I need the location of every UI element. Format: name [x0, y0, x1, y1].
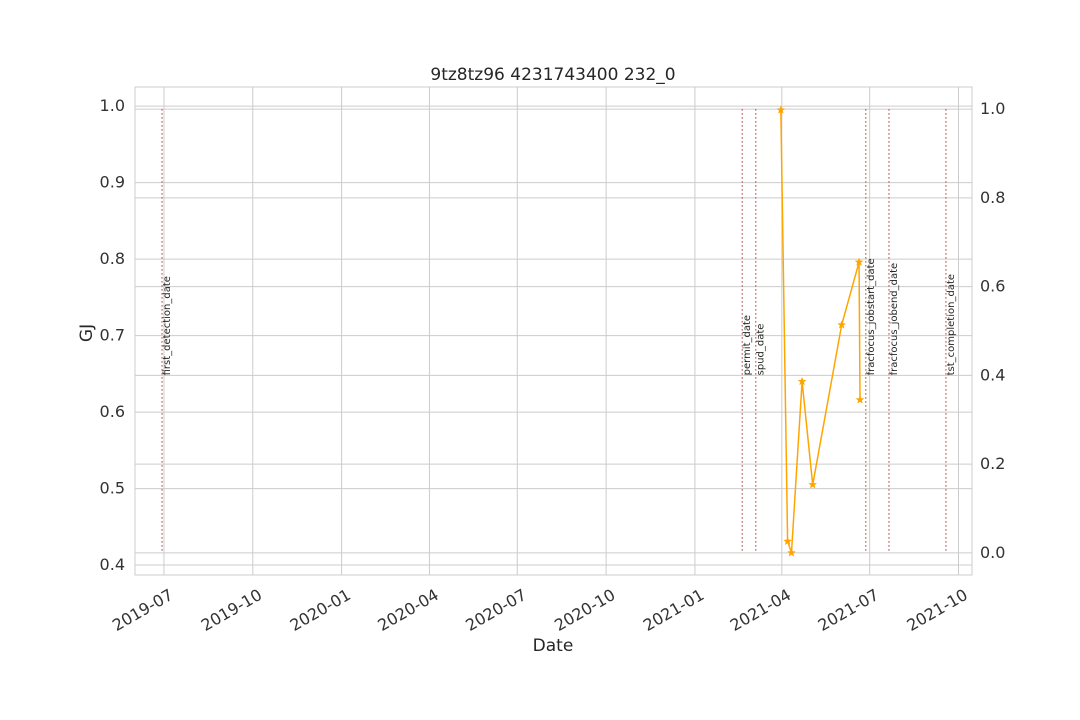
data-point [854, 257, 864, 266]
y2-tick-label: 0.2 [980, 454, 1005, 473]
series-line [780, 109, 861, 554]
data-point [855, 395, 865, 404]
x-tick-label: 2019-10 [198, 585, 265, 635]
y-tick-label: 0.5 [100, 479, 125, 498]
x-tick-label: 2021-07 [815, 585, 882, 635]
y-tick-label: 0.9 [100, 173, 125, 192]
event-markers: first_detection_date permit_date spud_date… [161, 109, 957, 553]
y2-tick-label: 0.0 [980, 543, 1005, 562]
data-point [783, 536, 793, 546]
data-point [837, 320, 847, 329]
event-label: fracfocus_jobstart_date [866, 258, 877, 375]
x-tick-label: 2021-10 [903, 585, 970, 635]
x-tick-label: 2021-01 [640, 585, 707, 635]
data-point [786, 548, 796, 557]
event-label: permit_date [742, 315, 753, 375]
x-tick-label: 2019-07 [109, 585, 176, 635]
data-point [797, 376, 807, 386]
y-tick-label: 1.0 [100, 96, 125, 115]
x-tick-label: 2020-04 [374, 585, 441, 635]
x-axis-title: Date [533, 636, 574, 656]
y-tick-label: 0.6 [100, 402, 125, 421]
event-label: first_detection_date [162, 276, 173, 375]
y-axis-title: GJ [77, 324, 97, 342]
grid-lines [135, 87, 972, 575]
chart-title: 9tz8tz96 4231743400 232_0 [430, 65, 675, 85]
x-tick-label: 2021-04 [727, 585, 794, 635]
y2-tick-label: 0.8 [980, 188, 1005, 207]
x-tick-label: 2020-10 [551, 585, 618, 635]
y2-tick-label: 0.4 [980, 365, 1005, 384]
event-label: tst_completion_date [946, 274, 957, 375]
data-series [776, 105, 865, 557]
event-label: fracfocus_jobend_date [889, 263, 900, 376]
data-point [808, 480, 818, 489]
event-label: spud_date [756, 324, 767, 376]
y-tick-label: 0.8 [100, 249, 125, 268]
x-tick-label: 2020-01 [287, 585, 354, 635]
plot-frame [134, 86, 973, 576]
y-tick-label: 0.7 [100, 326, 125, 345]
data-point [776, 105, 786, 114]
y-tick-label: 0.4 [100, 555, 125, 574]
x-tick-label: 2020-07 [462, 585, 529, 635]
y2-tick-label: 1.0 [980, 99, 1005, 118]
y2-tick-label: 0.6 [980, 277, 1005, 296]
